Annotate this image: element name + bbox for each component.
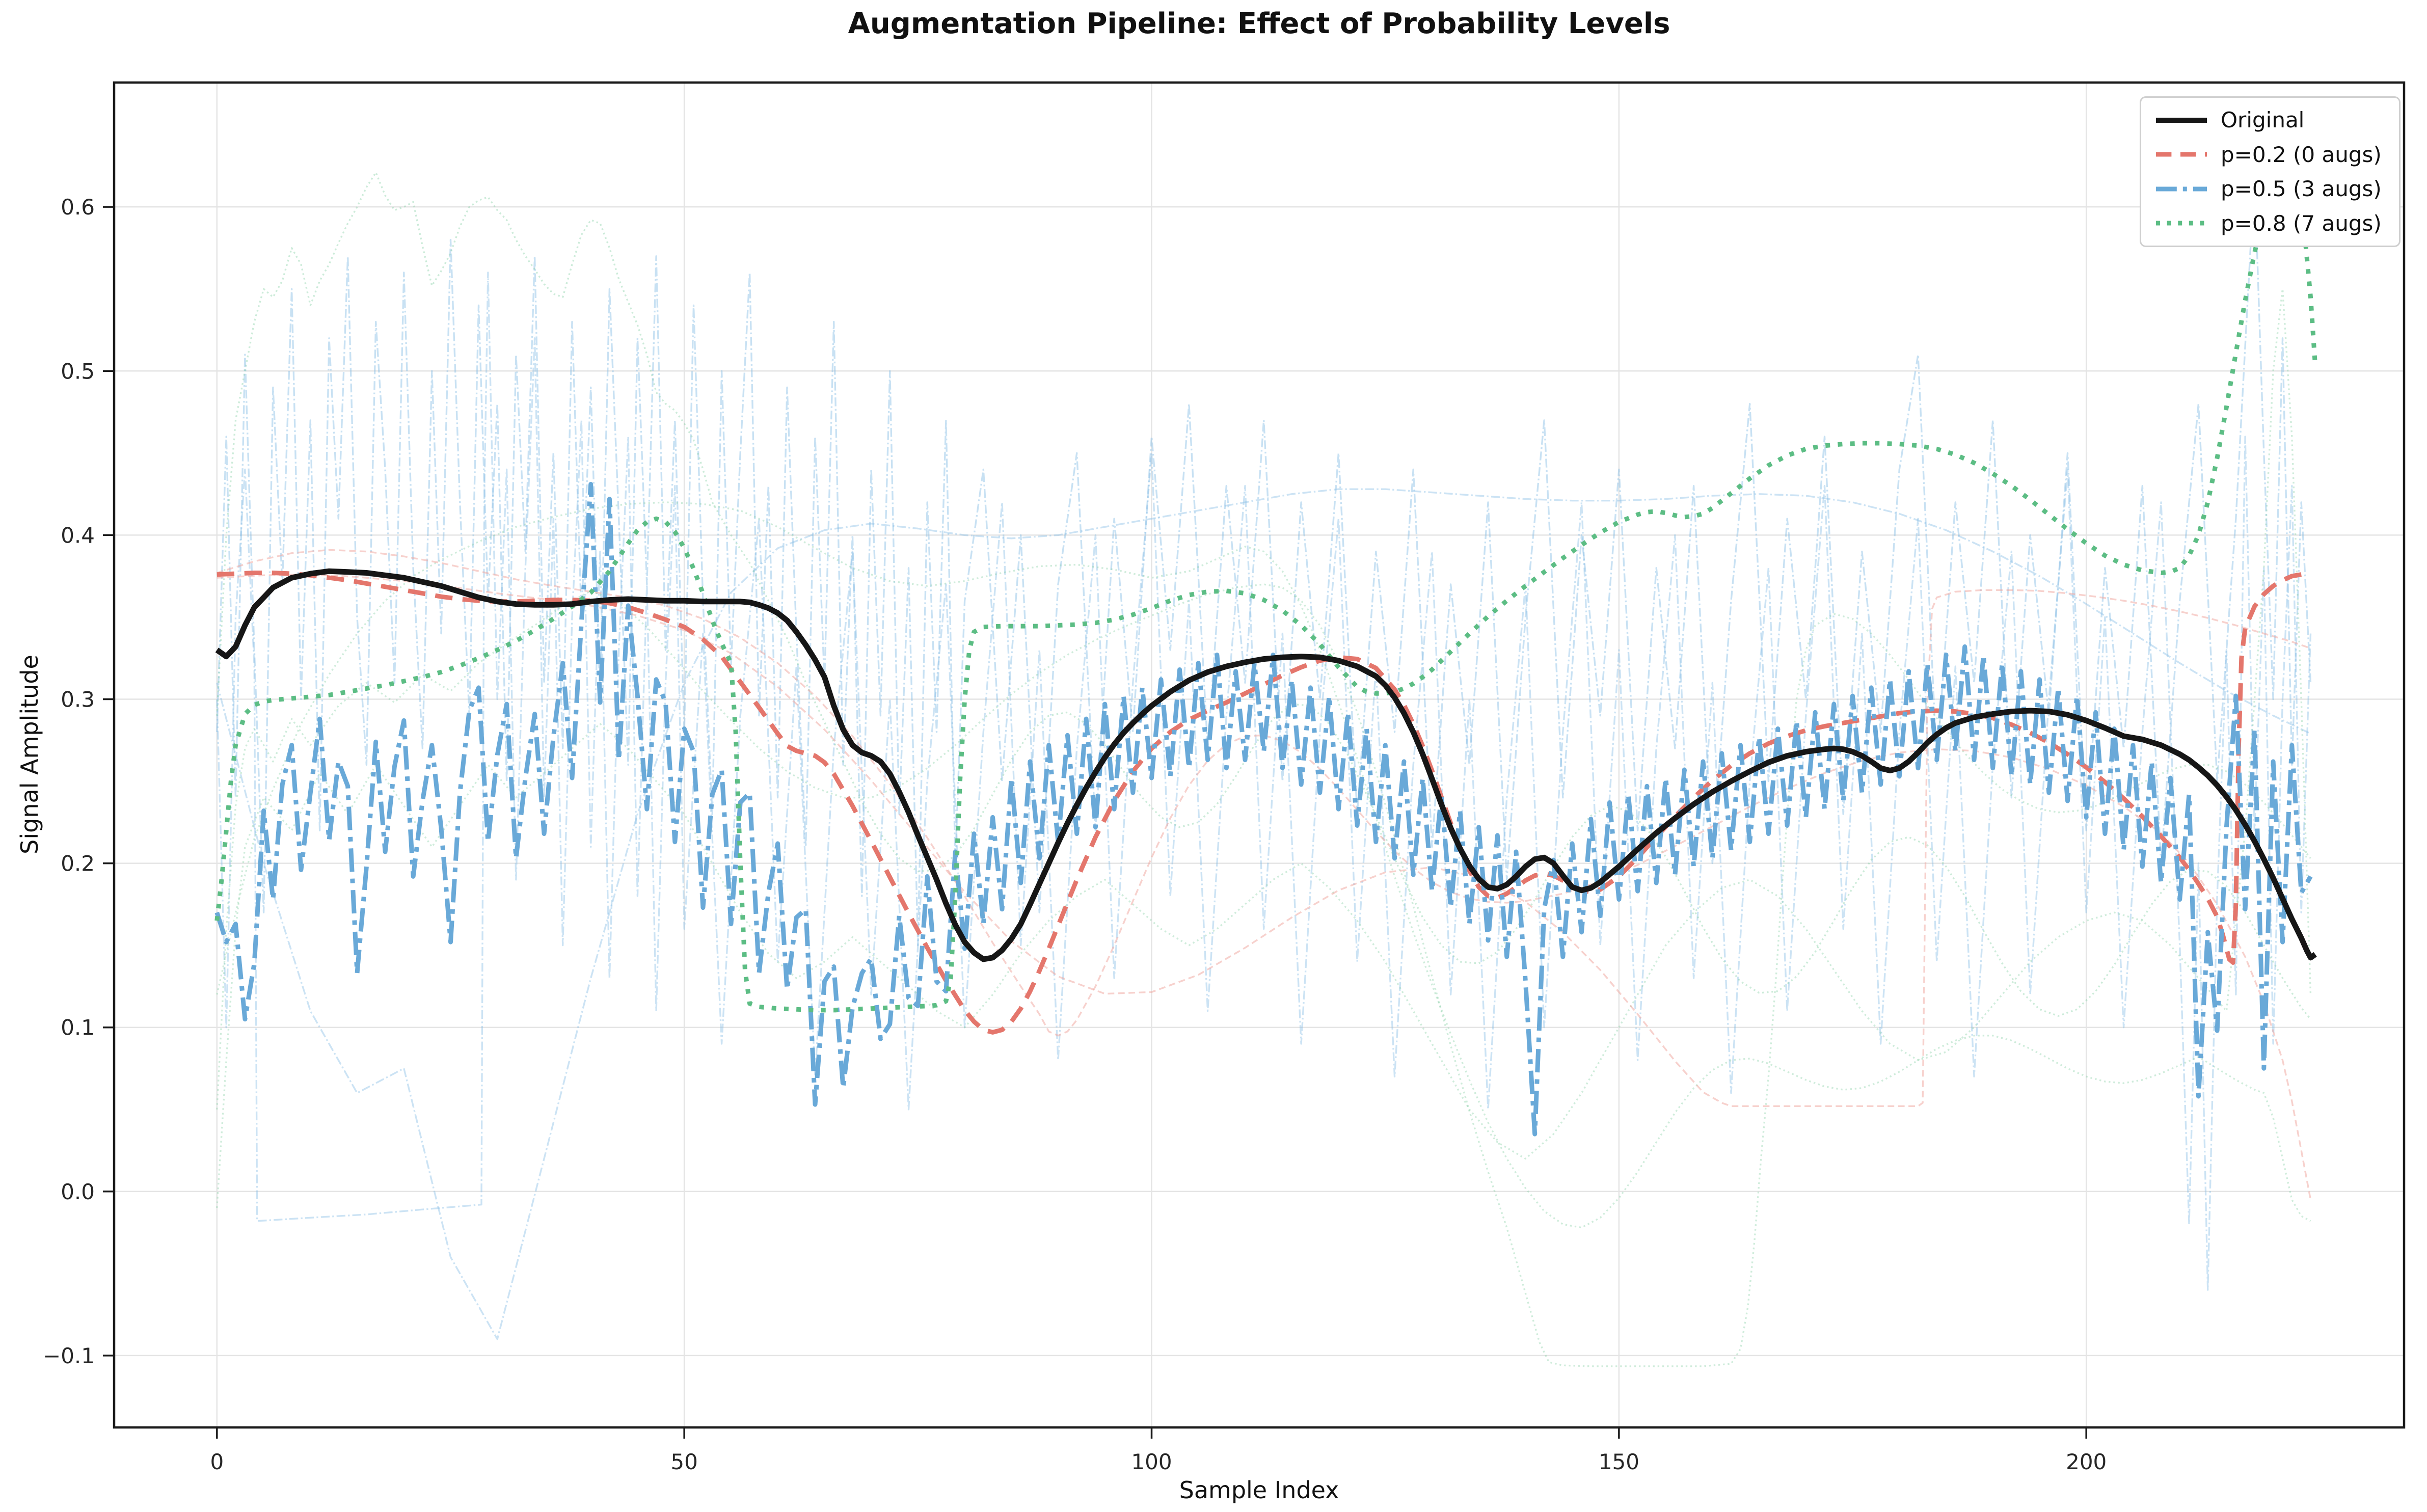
legend-label-p08: p=0.8 (7 augs) bbox=[2221, 210, 2382, 236]
series-aug-blue-1-line bbox=[216, 173, 2312, 947]
x-tick-label-150: 150 bbox=[1599, 1449, 1639, 1474]
legend-label-p05: p=0.5 (3 augs) bbox=[2221, 176, 2382, 202]
series-aug-green-1-line bbox=[216, 171, 2311, 1020]
y-tick-label-0.3: 0.3 bbox=[61, 687, 95, 712]
series-aug-green-2-line bbox=[216, 583, 2311, 1367]
legend-item-p08: p=0.8 (7 augs) bbox=[2154, 207, 2399, 239]
legend-line-p05 bbox=[2156, 186, 2207, 192]
y-tick-label-0.1: 0.1 bbox=[61, 1015, 95, 1040]
y-tick-label-0.5: 0.5 bbox=[61, 359, 95, 384]
series-original-line bbox=[215, 568, 2317, 962]
legend-box: Original p=0.2 (0 augs) p=0.5 (3 augs) p… bbox=[2140, 96, 2401, 247]
legend-item-p02: p=0.2 (0 augs) bbox=[2154, 138, 2399, 171]
legend-line-p02 bbox=[2156, 152, 2207, 157]
series-aug-blue-3-line bbox=[216, 488, 2311, 1340]
plot-frame bbox=[113, 81, 2406, 1429]
y-tick-label-0.4: 0.4 bbox=[61, 523, 95, 548]
legend-line-p08 bbox=[2156, 221, 2207, 226]
axis-ticks: 0.6 0.5 0.4 0.3 0.2 0.1 0.0 −0.1 0 50 100 150 200 bbox=[43, 195, 2107, 1474]
y-tick-label-0.0: 0.0 bbox=[61, 1179, 95, 1204]
series-aug-blue-2-line bbox=[216, 272, 2312, 1291]
y-tick-label-0.2: 0.2 bbox=[61, 851, 95, 876]
series-p02-line bbox=[217, 571, 2311, 1035]
series-aug-salmon-1-line bbox=[217, 549, 2312, 1200]
series-p05-line bbox=[214, 482, 2313, 1137]
legend-label-original: Original bbox=[2221, 107, 2305, 133]
series-aug-green-3-line bbox=[216, 288, 2312, 1208]
legend-line-original bbox=[2156, 117, 2207, 123]
series-lines bbox=[214, 171, 2318, 1367]
x-tick-label-100: 100 bbox=[1131, 1449, 1172, 1474]
series-aug-salmon-2-line bbox=[217, 574, 2311, 1107]
x-tick-label-0: 0 bbox=[210, 1449, 224, 1474]
legend-label-p02: p=0.2 (0 augs) bbox=[2221, 142, 2382, 167]
x-axis-label: Sample Index bbox=[1179, 1476, 1339, 1504]
series-p08-line bbox=[214, 172, 2318, 1013]
x-tick-label-50: 50 bbox=[670, 1449, 697, 1474]
legend-item-p05: p=0.5 (3 augs) bbox=[2154, 173, 2399, 205]
legend-item-original: Original bbox=[2154, 104, 2399, 137]
y-tick-label-0.6: 0.6 bbox=[61, 195, 95, 220]
x-tick-label-200: 200 bbox=[2066, 1449, 2107, 1474]
chart-title: Augmentation Pipeline: Effect of Probabi… bbox=[848, 7, 1670, 40]
y-tick-label-−0.1: −0.1 bbox=[43, 1343, 95, 1368]
gridlines bbox=[114, 83, 2404, 1427]
series-aug-green-4-line bbox=[216, 501, 2311, 1229]
